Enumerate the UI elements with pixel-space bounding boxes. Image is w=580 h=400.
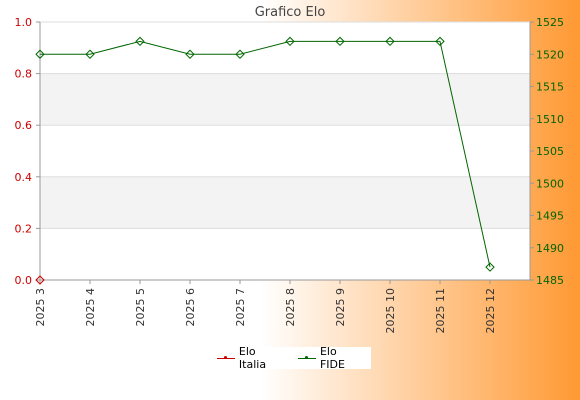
x-axis-tick-label: 2025 9 bbox=[334, 288, 347, 327]
plot-area bbox=[40, 22, 530, 280]
x-axis-tick-label: 2025 7 bbox=[234, 288, 247, 327]
data-point-elo-fide bbox=[485, 262, 495, 272]
grid-band bbox=[40, 176, 530, 229]
data-point-elo-fide bbox=[135, 36, 145, 47]
x-axis: 2025 3 2025 4 2025 5 2025 6 2025 7 2025 8 2025… bbox=[34, 279, 530, 334]
data-point-elo-fide bbox=[235, 49, 245, 59]
left-axis: 0.0 0.2 0.4 0.6 0.8 1.0 bbox=[15, 16, 41, 287]
left-axis-tick-label: 0.6 bbox=[15, 119, 33, 132]
chart-title: Grafico Elo bbox=[255, 5, 326, 20]
legend-label-elo-fide: Elo FIDE bbox=[319, 345, 345, 371]
right-axis-tick-label: 1490 bbox=[536, 242, 564, 255]
legend-swatch-elo-italia bbox=[217, 353, 235, 363]
legend-swatch-elo-fide bbox=[298, 353, 316, 363]
left-axis-tick-label: 1.0 bbox=[15, 16, 33, 29]
legend-item-elo-fide: Elo FIDE bbox=[298, 345, 365, 371]
right-axis-tick-label: 1510 bbox=[536, 113, 564, 126]
data-point-elo-fide bbox=[85, 49, 95, 59]
series-line-elo-fide bbox=[40, 40, 491, 268]
x-axis-tick-label: 2025 3 bbox=[34, 288, 47, 327]
series-layer bbox=[35, 36, 495, 285]
data-point-elo-fide bbox=[385, 36, 395, 47]
right-axis: 1485 1490 1495 1500 1505 1510 1515 1520 1525 bbox=[529, 16, 564, 287]
grid-bands bbox=[40, 73, 530, 229]
right-axis-tick-label: 1500 bbox=[536, 177, 564, 190]
right-axis-tick-label: 1515 bbox=[536, 81, 564, 94]
x-axis-tick-label: 2025 4 bbox=[84, 288, 97, 327]
left-axis-tick-label: 0.4 bbox=[15, 171, 33, 184]
data-point-elo-fide bbox=[335, 36, 345, 47]
right-axis-tick-label: 1505 bbox=[536, 145, 564, 158]
left-axis-tick-label: 0.8 bbox=[15, 68, 33, 81]
x-axis-tick-label: 2025 5 bbox=[134, 288, 147, 327]
right-axis-tick-label: 1525 bbox=[536, 16, 564, 29]
right-axis-tick-label: 1485 bbox=[536, 274, 564, 287]
data-point-elo-fide bbox=[185, 49, 195, 59]
x-axis-tick-label: 2025 12 bbox=[484, 288, 497, 334]
legend-label-elo-italia: Elo Italia bbox=[238, 345, 267, 371]
x-axis-tick-label: 2025 11 bbox=[434, 288, 447, 334]
left-axis-tick-label: 0.2 bbox=[15, 222, 33, 235]
right-axis-tick-label: 1520 bbox=[536, 48, 564, 61]
legend-item-elo-italia: Elo Italia bbox=[217, 345, 286, 371]
data-point-elo-italia bbox=[35, 275, 45, 285]
data-point-elo-fide bbox=[285, 36, 295, 47]
x-axis-tick-label: 2025 6 bbox=[184, 288, 197, 327]
right-axis-tick-label: 1495 bbox=[536, 210, 564, 223]
data-point-elo-fide bbox=[35, 49, 45, 59]
grid-band bbox=[40, 73, 530, 126]
x-axis-tick-label: 2025 10 bbox=[384, 288, 397, 334]
data-point-elo-fide bbox=[435, 36, 445, 47]
legend: Elo Italia Elo FIDE bbox=[211, 345, 371, 371]
x-axis-tick-label: 2025 8 bbox=[284, 288, 297, 327]
left-axis-tick-label: 0.0 bbox=[15, 274, 33, 287]
